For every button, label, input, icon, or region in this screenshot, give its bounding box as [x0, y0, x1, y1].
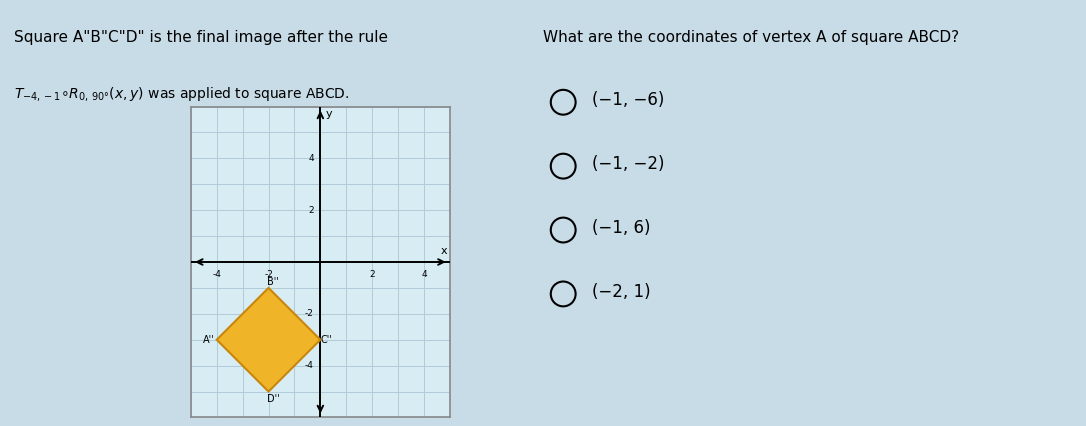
- Text: Square A"B"C"D" is the final image after the rule: Square A"B"C"D" is the final image after…: [14, 30, 388, 45]
- Text: -2: -2: [305, 309, 314, 318]
- Text: (−1, 6): (−1, 6): [592, 219, 651, 237]
- Text: A'': A'': [203, 335, 215, 345]
- Text: -4: -4: [305, 361, 314, 370]
- Text: -4: -4: [212, 270, 222, 279]
- Text: $T_{-4,-1}{\circ}R_{0,\,90°}(x,y)$ was applied to square ABCD.: $T_{-4,-1}{\circ}R_{0,\,90°}(x,y)$ was a…: [14, 85, 350, 103]
- Text: D'': D'': [267, 394, 279, 404]
- Text: -2: -2: [264, 270, 273, 279]
- Text: y: y: [326, 109, 332, 119]
- Text: 2: 2: [308, 206, 314, 215]
- Text: What are the coordinates of vertex A of square ABCD?: What are the coordinates of vertex A of …: [543, 30, 959, 45]
- Text: (−1, −2): (−1, −2): [592, 155, 665, 173]
- Text: (−1, −6): (−1, −6): [592, 91, 665, 109]
- Text: 4: 4: [308, 154, 314, 163]
- Text: 4: 4: [421, 270, 427, 279]
- Text: (−2, 1): (−2, 1): [592, 283, 651, 301]
- Text: B'': B'': [267, 277, 279, 287]
- Text: x: x: [441, 245, 447, 256]
- Text: C'': C'': [320, 335, 332, 345]
- Text: 2: 2: [369, 270, 375, 279]
- Polygon shape: [217, 288, 320, 391]
